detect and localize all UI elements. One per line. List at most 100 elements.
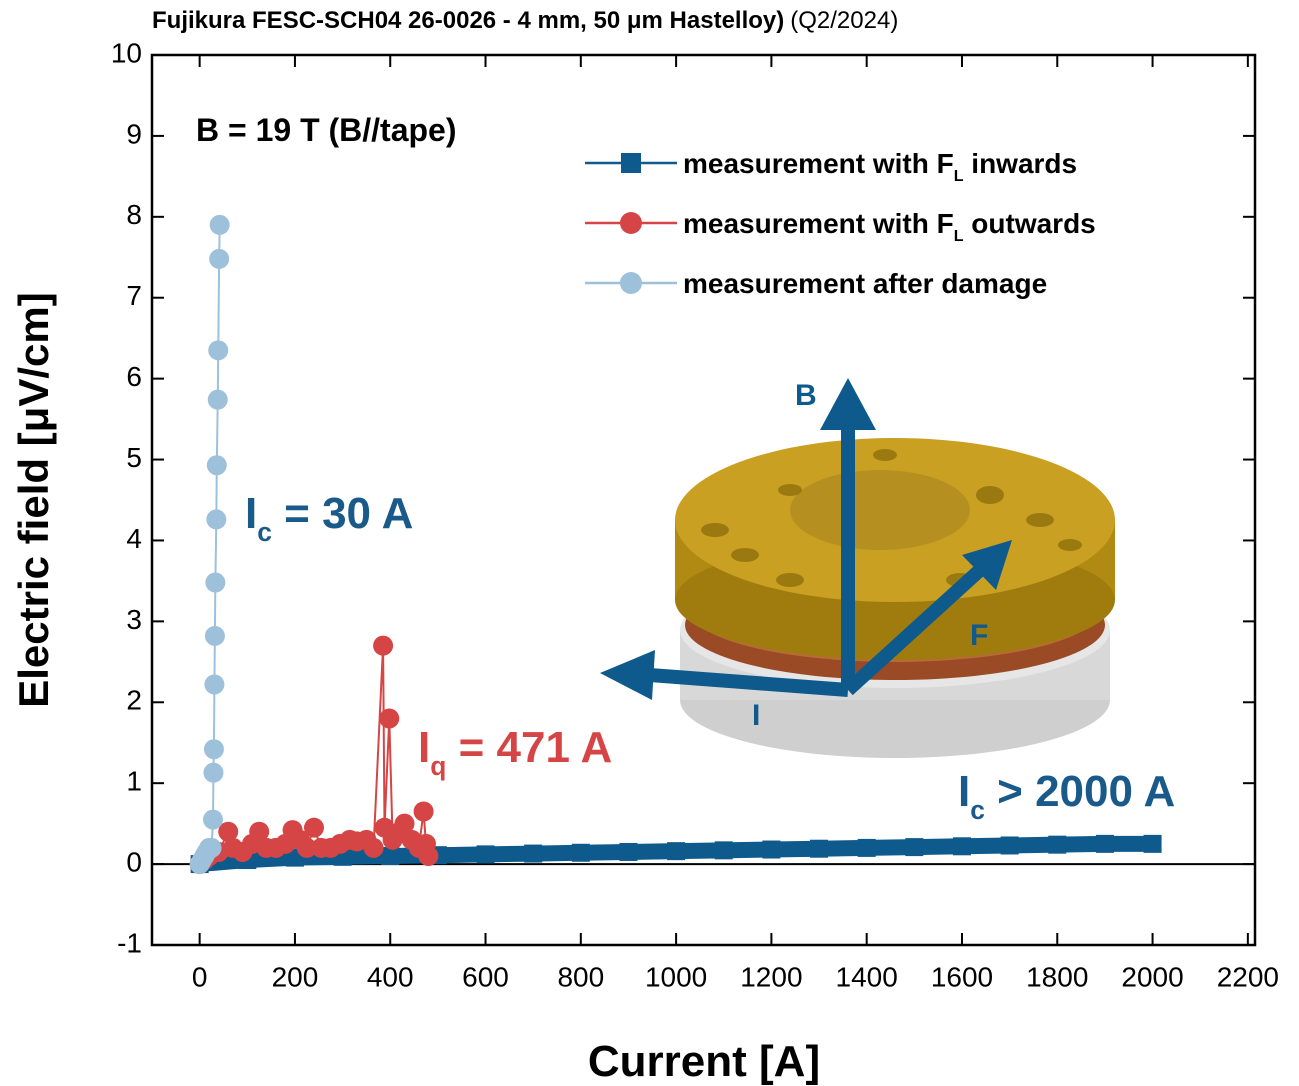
data-point [952,837,971,856]
annotation: B = 19 T (B//tape) [196,112,457,148]
legend-item: measurement with FL outwards [585,208,1096,245]
annotation: Ic = 30 A [245,489,413,547]
data-point [476,845,495,864]
y-tick-label: 10 [111,37,142,68]
data-point [209,248,230,269]
data-point [714,841,733,860]
data-point [524,844,543,863]
x-tick-label: 1400 [836,961,898,992]
data-point [1143,834,1162,853]
data-point [762,840,781,859]
y-axis-label: Electric field [μV/cm] [10,292,57,708]
legend-marker [620,212,642,234]
arrow-b-head [820,378,876,430]
y-tick-label: 4 [126,523,142,554]
data-point [619,842,638,861]
annotation-rest: = 471 A [446,723,612,772]
y-tick-label: 6 [126,361,142,392]
inset-label: B [795,379,817,412]
y-tick-label: 3 [126,604,142,635]
data-point [208,340,229,361]
series [189,635,439,875]
data-point [667,842,686,861]
data-point [203,762,224,783]
legend-name: measurement with F [683,148,954,179]
annotation-text: I [245,489,257,538]
data-point [203,739,224,760]
x-tick-label: 0 [192,961,208,992]
plot-frame [150,53,1257,947]
annotation-rest: > 2000 A [985,767,1175,816]
chart-title: Fujikura FESC-SCH04 26-0026 - 4 mm, 50 μ… [152,7,898,34]
data-point [206,509,227,530]
legend-sub: L [954,168,964,185]
data-point [413,801,434,822]
legend-item: measurement after damage [585,268,1047,299]
annotation-text: I [958,767,970,816]
legend-rest: outwards [964,208,1096,239]
inset-illustration [600,378,1115,758]
data-point [205,572,226,593]
y-tick-label: 0 [126,846,142,877]
data-point [207,389,228,410]
annotation: Ic > 2000 A [958,767,1175,825]
data-point [810,839,829,858]
y-tick-label: 2 [126,685,142,716]
data-point [1000,836,1019,855]
arrow-f [843,564,985,696]
annotation: Iq = 471 A [418,723,612,781]
legend-sub: L [954,228,964,245]
annotation-sub: c [257,517,272,547]
y-tick-label: 8 [126,199,142,230]
data-point [381,847,400,865]
arrow-f-head [962,540,1012,590]
x-tick-label: 2200 [1217,961,1279,992]
data-point [202,809,223,830]
y-tick-label: -1 [117,927,142,958]
inset-label: I [752,699,760,732]
series [189,214,230,875]
x-tick-label: 800 [557,961,604,992]
legend-item: measurement with FL inwards [585,148,1077,185]
x-tick-label: 1200 [740,961,802,992]
data-point [296,837,317,858]
legend-name: measurement with F [683,208,954,239]
x-tick-label: 600 [462,961,509,992]
x-tick-label: 200 [272,961,319,992]
annotation-text: I [418,723,430,772]
data-point [303,817,324,838]
data-point [905,838,924,857]
x-tick-label: 400 [367,961,414,992]
data-point [201,837,222,858]
data-point [379,708,400,729]
legend-name: measurement after damage [683,268,1047,299]
legend-label: measurement with FL outwards [683,208,1096,245]
y-tick-label: 1 [126,766,142,797]
x-tick-label: 2000 [1121,961,1183,992]
data-point [418,846,439,866]
data-point [394,813,415,834]
x-tick-label: 1600 [931,961,993,992]
data-point [1048,835,1067,854]
data-point [1095,834,1114,853]
data-point [204,674,225,695]
y-tick-label: 9 [126,118,142,149]
arrow-i [649,668,849,697]
legend-marker [621,153,641,173]
x-tick-label: 1000 [645,961,707,992]
data-point [206,455,227,476]
data-point [204,625,225,646]
y-tick-label: 5 [126,442,142,473]
data-point [857,838,876,857]
data-point [209,214,230,235]
x-tick-label: 1800 [1026,961,1088,992]
y-tick-label: 7 [126,280,142,311]
title-main: Fujikura FESC-SCH04 26-0026 - 4 mm, 50 μ… [152,7,784,34]
annotation-sub: q [430,751,446,781]
legend-marker [620,272,642,294]
data-point [249,821,270,842]
data-point [363,837,384,858]
data-point [571,843,590,862]
title-date: (Q2/2024) [790,7,898,34]
